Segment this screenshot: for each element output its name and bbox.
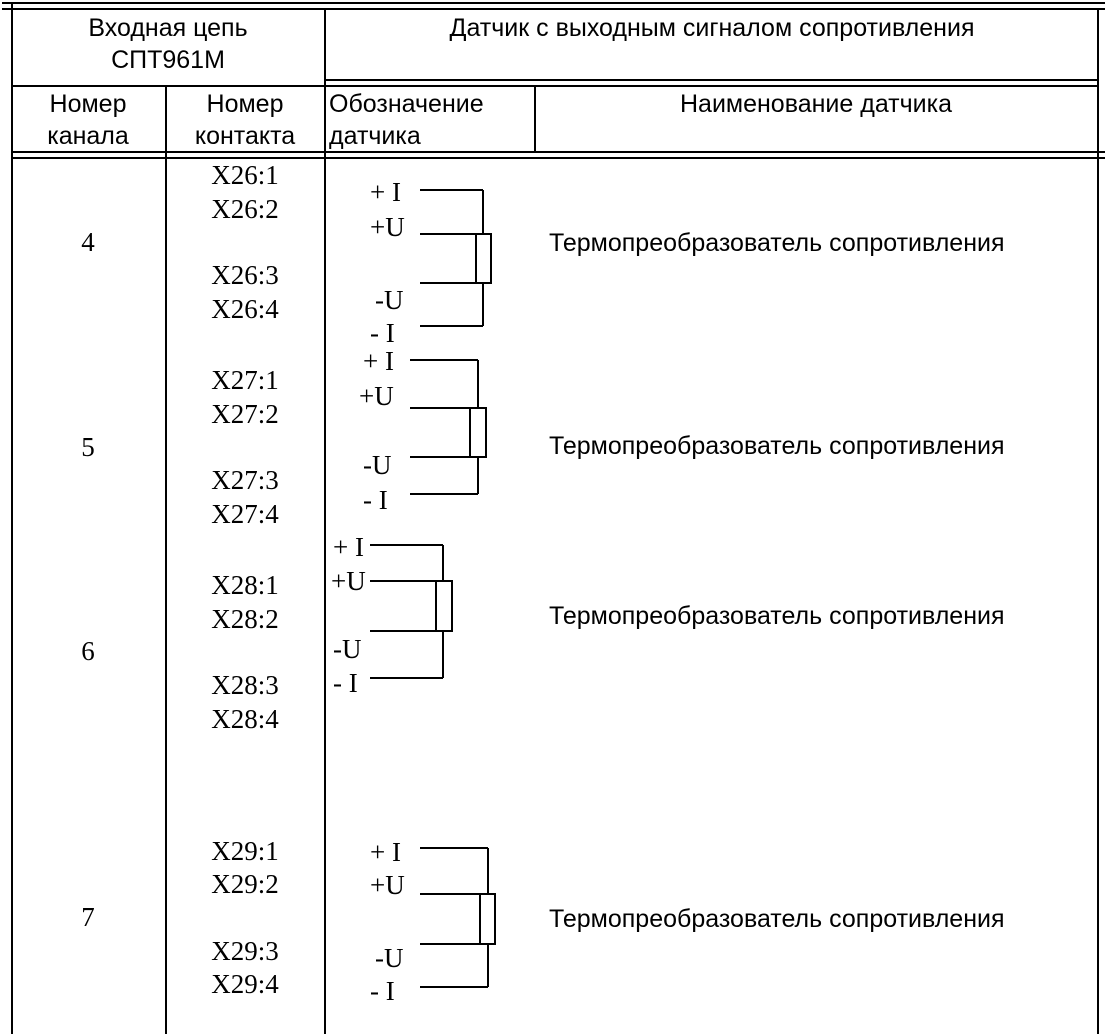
resistor-symbol xyxy=(370,544,453,679)
contact-label: X28:1 xyxy=(211,570,279,600)
terminal-label: -U xyxy=(363,450,392,480)
terminal-label: +U xyxy=(331,566,366,596)
header-sensor-name: Наименование датчика xyxy=(679,90,953,118)
contact-label: X29:2 xyxy=(211,869,279,899)
contact-label: X29:1 xyxy=(211,836,279,866)
resistor-symbol xyxy=(410,359,487,495)
header-contact-number-line1: Номер xyxy=(206,90,284,118)
contact-label: X29:4 xyxy=(211,969,279,999)
terminal-label: +U xyxy=(370,870,405,900)
sensor-name: Термопреобразователь сопротивления xyxy=(549,432,1005,460)
terminal-label: - I xyxy=(333,668,358,698)
channel-number: 4 xyxy=(81,227,95,257)
header-sensor-designation-line1: Обозначение xyxy=(329,90,484,118)
terminal-label: - I xyxy=(370,318,395,348)
resistor-symbol xyxy=(420,189,492,327)
contact-label: X28:3 xyxy=(211,670,279,700)
contact-label: X27:3 xyxy=(211,465,279,495)
header-contact-number-line2: контакта xyxy=(194,122,296,150)
contact-label: X27:2 xyxy=(211,399,279,429)
resistor-symbol xyxy=(420,847,496,988)
contact-label: X26:2 xyxy=(211,194,279,224)
header-input-circuit-line1: Входная цепь xyxy=(88,14,248,42)
contact-label: X27:4 xyxy=(211,499,279,529)
channel-number: 6 xyxy=(81,636,95,666)
contact-label: X28:4 xyxy=(211,704,279,734)
channel-number: 7 xyxy=(81,902,95,932)
terminal-label: + I xyxy=(370,177,401,207)
contact-label: X29:3 xyxy=(211,936,279,966)
terminal-label: + I xyxy=(333,532,364,562)
header-channel-number-line1: Номер xyxy=(49,90,127,118)
terminal-label: +U xyxy=(359,381,394,411)
sensor-name: Термопреобразователь сопротивления xyxy=(549,602,1005,630)
contact-label: X26:4 xyxy=(211,294,279,324)
contact-label: X26:3 xyxy=(211,260,279,290)
terminal-label: - I xyxy=(363,485,388,515)
sensor-name: Термопреобразователь сопротивления xyxy=(549,229,1005,257)
header-channel-number-line2: канала xyxy=(47,122,129,150)
channel-number: 5 xyxy=(81,432,95,462)
contact-label: X27:1 xyxy=(211,365,279,395)
terminal-label: - I xyxy=(370,976,395,1006)
terminal-label: + I xyxy=(363,346,394,376)
header-input-circuit-line2: СПТ961М xyxy=(111,46,225,74)
sensor-name: Термопреобразователь сопротивления xyxy=(549,905,1005,933)
header-sensor-designation-line2: датчика xyxy=(329,122,421,150)
header-sensor-group: Датчик с выходным сигналом сопротивления xyxy=(449,14,975,42)
terminal-label: -U xyxy=(375,285,404,315)
terminal-label: + I xyxy=(370,837,401,867)
terminal-label: -U xyxy=(333,634,362,664)
terminal-label: -U xyxy=(375,943,404,973)
contact-label: X26:1 xyxy=(211,160,279,190)
terminal-label: +U xyxy=(370,212,405,242)
contact-label: X28:2 xyxy=(211,604,279,634)
